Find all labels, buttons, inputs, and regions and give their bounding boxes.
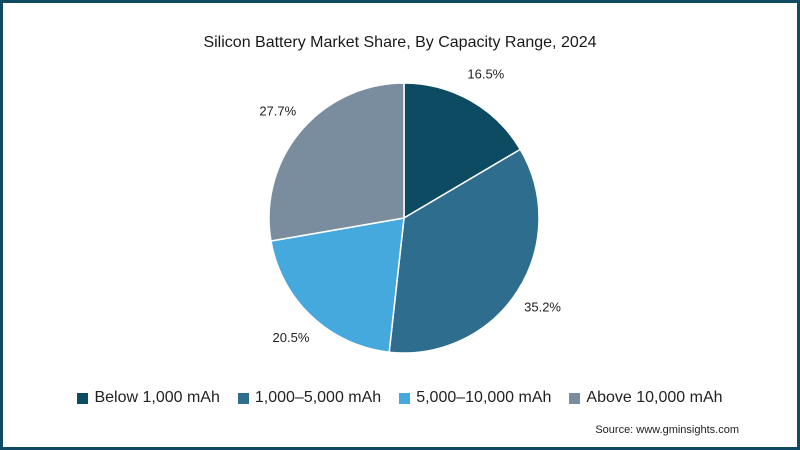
pie-slice-above-10-000-mah bbox=[268, 82, 405, 242]
legend-item-above-10-000-mah: Above 10,000 mAh bbox=[569, 389, 723, 407]
legend-label: 5,000–10,000 mAh bbox=[416, 389, 552, 406]
legend-label: Below 1,000 mAh bbox=[94, 389, 220, 406]
legend-swatch bbox=[569, 392, 581, 404]
legend-item-below-1-000-mah: Below 1,000 mAh bbox=[77, 389, 220, 407]
chart-title: Silicon Battery Market Share, By Capacit… bbox=[203, 34, 597, 51]
source-note: Source: www.gminsights.com bbox=[595, 424, 739, 436]
pie-slice-below-1-000-mah bbox=[403, 82, 522, 220]
pie-label-1-000-5-000-mah: 35.2% bbox=[524, 300, 561, 315]
legend-item-5-000-10-000-mah: 5,000–10,000 mAh bbox=[399, 389, 551, 407]
legend-swatch bbox=[77, 392, 89, 404]
pie-label-5-000-10-000-mah: 20.5% bbox=[273, 330, 310, 345]
legend-item-1-000-5-000-mah: 1,000–5,000 mAh bbox=[237, 389, 382, 407]
legend-swatch bbox=[399, 392, 411, 404]
pie-slice-1-000-5-000-mah bbox=[388, 148, 540, 354]
legend-label: Above 10,000 mAh bbox=[586, 389, 723, 406]
pie-slice-5-000-10-000-mah bbox=[270, 217, 405, 354]
pie-label-below-1-000-mah: 16.5% bbox=[467, 67, 504, 82]
pie-chart: 16.5% 35.2% 20.5% 27.7% bbox=[259, 67, 561, 354]
legend-swatch bbox=[237, 392, 249, 404]
chart-legend: Below 1,000 mAh 1,000–5,000 mAh 5,000–10,0… bbox=[3, 389, 797, 407]
legend-label: 1,000–5,000 mAh bbox=[254, 389, 382, 406]
pie-label-above-10-000-mah: 27.7% bbox=[259, 104, 296, 119]
